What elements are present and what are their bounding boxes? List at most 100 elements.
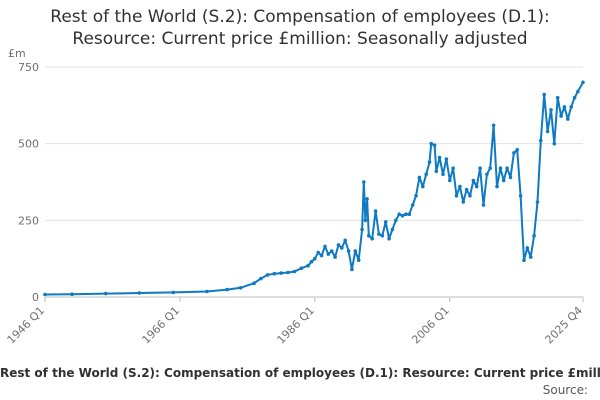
data-point <box>424 172 429 177</box>
data-point <box>549 108 553 112</box>
data-point <box>333 255 337 259</box>
data-point <box>518 194 523 198</box>
data-point <box>397 212 402 216</box>
data-point <box>171 290 175 295</box>
series-legend: Rest of the World (S.2): Compensation of… <box>0 366 600 380</box>
data-point <box>464 187 469 192</box>
data-point <box>515 148 519 152</box>
data-point <box>471 178 476 183</box>
x-tick-label: 1946 Q1 <box>5 304 48 347</box>
data-point <box>205 289 209 294</box>
data-point <box>444 157 449 161</box>
data-point <box>461 200 466 204</box>
data-point <box>70 292 74 297</box>
data-point <box>429 141 434 146</box>
data-point <box>380 233 385 238</box>
data-point <box>454 194 459 198</box>
data-point <box>552 141 557 146</box>
y-axis-unit-label: £m <box>8 47 26 60</box>
data-point <box>532 233 536 238</box>
y-tick-label: 0 <box>32 291 39 304</box>
data-point <box>468 194 472 198</box>
data-point <box>501 178 506 183</box>
data-point <box>441 172 445 177</box>
data-point <box>488 166 493 170</box>
data-point <box>279 271 283 275</box>
data-point <box>410 203 415 207</box>
data-point <box>569 105 573 109</box>
data-point <box>559 114 563 118</box>
chart-title-line-2: Resource: Current price £million: Season… <box>72 29 528 49</box>
data-point <box>356 258 361 263</box>
x-tick-label: 1966 Q1 <box>140 304 183 347</box>
data-point <box>432 143 437 147</box>
data-point <box>299 266 304 271</box>
axes: 0 250 500 750 1946 Q1 1966 Q1 1986 Q1 2006 Q1 20… <box>5 61 586 346</box>
data-point <box>404 212 408 216</box>
data-point <box>528 255 533 259</box>
y-tick-label: 750 <box>18 61 39 74</box>
data-point <box>417 175 422 180</box>
data-point <box>323 244 327 249</box>
data-point <box>437 155 442 160</box>
data-point <box>336 243 341 247</box>
data-point <box>390 227 395 232</box>
chart-title: Rest of the World (S.2): Compensation of… <box>0 6 600 50</box>
data-point <box>265 273 270 277</box>
data-point <box>542 92 546 97</box>
data-point <box>377 232 381 236</box>
data-point <box>525 246 530 250</box>
data-point <box>481 203 486 207</box>
data-point <box>137 291 142 295</box>
data-point <box>286 270 290 275</box>
data-point <box>316 250 321 255</box>
data-point <box>363 218 368 223</box>
data-point <box>512 151 516 155</box>
data-point <box>414 194 418 198</box>
data-point <box>427 160 432 164</box>
data-point <box>360 227 364 232</box>
data-point <box>458 184 462 189</box>
data-point <box>555 95 560 100</box>
data-point <box>272 271 277 276</box>
data-point <box>421 184 425 189</box>
data-point <box>400 213 405 218</box>
data-point <box>259 276 263 281</box>
data-point <box>383 220 388 224</box>
data-point <box>562 105 567 109</box>
data-point <box>329 249 334 253</box>
data-point <box>238 286 243 290</box>
data-point <box>346 249 351 253</box>
data-point <box>292 269 297 274</box>
data-point <box>365 197 369 201</box>
data-point <box>343 238 348 243</box>
chart-title-line-1: Rest of the World (S.2): Compensation of… <box>50 7 550 27</box>
data-point <box>545 129 550 134</box>
source-label: Source: <box>542 383 588 397</box>
data-point <box>535 200 540 204</box>
data-point <box>252 281 256 286</box>
data-point <box>340 246 344 250</box>
x-tick-label: 2006 Q1 <box>409 304 452 347</box>
data-point <box>451 166 455 170</box>
data-point <box>326 252 331 256</box>
data-point <box>498 166 503 170</box>
y-tick-label: 250 <box>18 214 39 227</box>
gridlines <box>45 66 583 221</box>
data-point <box>485 172 489 177</box>
series-layer <box>43 80 585 297</box>
data-point <box>491 123 496 128</box>
data-point <box>394 218 398 223</box>
x-tick-label: 1986 Q1 <box>274 304 317 347</box>
data-point <box>309 259 314 264</box>
data-point <box>350 267 354 272</box>
data-point <box>370 236 375 241</box>
data-point <box>319 253 324 258</box>
data-point <box>576 89 580 94</box>
data-point <box>373 209 378 213</box>
data-point <box>581 80 585 85</box>
x-tick-label: 2025 Q4 <box>543 304 586 347</box>
data-point <box>495 184 499 189</box>
data-point <box>539 138 543 143</box>
